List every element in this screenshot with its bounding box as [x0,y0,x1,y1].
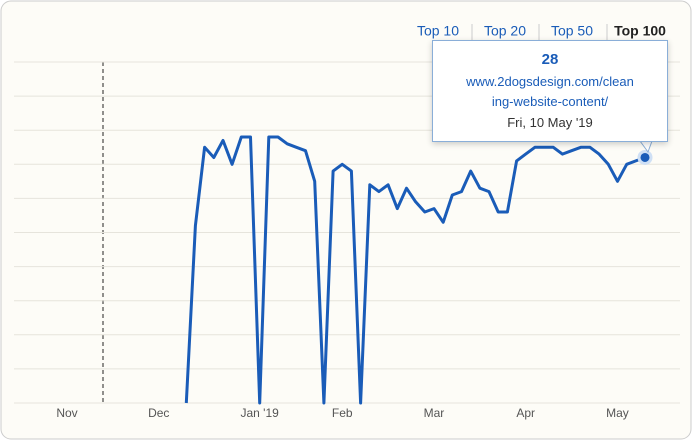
range-option[interactable]: Top 50 [551,23,593,39]
x-tick-label: May [606,406,629,420]
x-tick-label: Mar [424,406,445,420]
x-tick-label: Nov [56,406,77,420]
series-line [184,135,646,405]
hover-point [637,149,653,165]
tooltip-value: 28 [541,51,559,68]
x-tick-label: Dec [148,406,169,420]
x-tick-label: Jan '19 [241,406,280,420]
range-option[interactable]: Top 20 [484,23,526,39]
tooltip: 28 www.2dogsdesign.com/cleaning-website-… [432,40,668,142]
range-option[interactable]: Top 10 [417,23,459,39]
x-tick-label: Apr [516,406,535,420]
tooltip-date: Fri, 10 May '19 [507,115,593,130]
tooltip-url: www.2dogsdesign.com/cleaning-website-con… [466,74,634,109]
x-tick-label: Feb [332,406,353,420]
range-option[interactable]: Top 100 [614,23,666,39]
